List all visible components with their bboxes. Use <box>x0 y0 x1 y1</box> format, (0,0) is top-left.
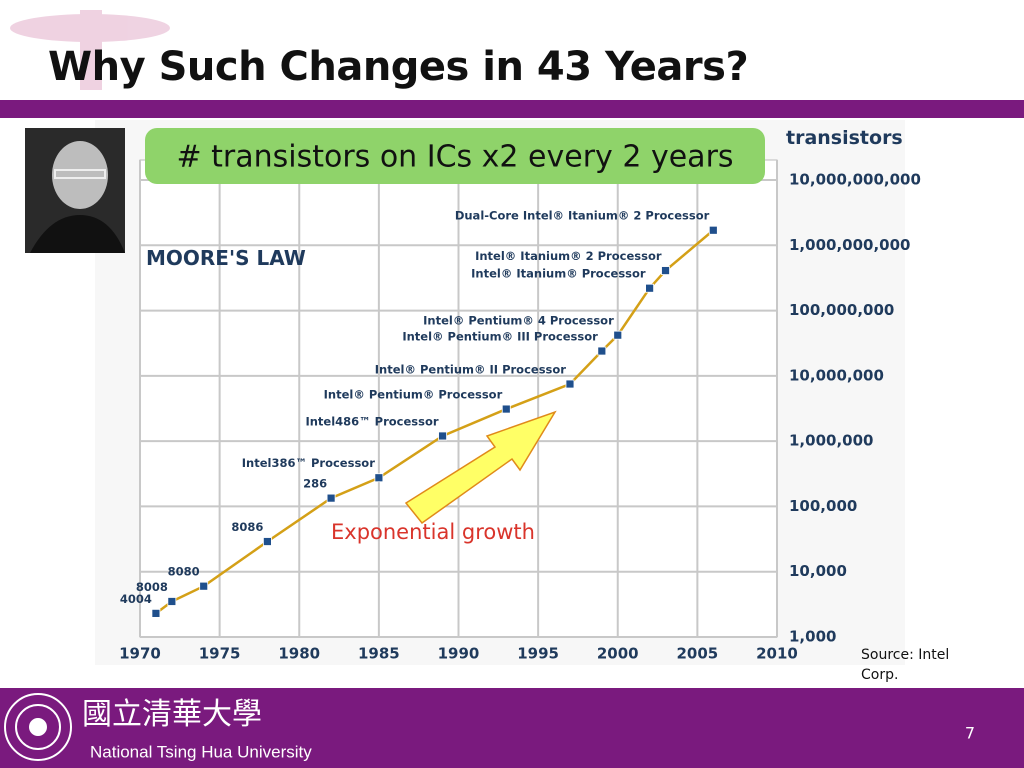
data-point <box>199 581 209 591</box>
data-point <box>167 597 177 606</box>
y-axis-label: transistors <box>786 127 903 149</box>
university-name-zh: 國立清華大學 <box>82 697 262 732</box>
y-tick-label: 100,000,000 <box>789 301 894 319</box>
data-point <box>438 431 447 441</box>
x-tick-label: 1990 <box>438 645 480 663</box>
y-tick-label: 100,000 <box>789 497 857 515</box>
point-label: 4004 <box>120 592 152 606</box>
trend-line <box>155 229 715 615</box>
callout-text: # transistors on ICs x2 every 2 years <box>176 140 733 175</box>
point-label: Intel® Itanium® 2 Processor <box>475 249 662 263</box>
point-label: Intel486™ Processor <box>305 414 438 428</box>
y-tick-label: 1,000,000,000 <box>789 236 910 254</box>
data-point <box>326 493 336 503</box>
point-label: Dual-Core Intel® Itanium® 2 Processor <box>455 209 710 223</box>
y-tick-label: 10,000 <box>789 562 847 580</box>
university-name-en: National Tsing Hua University <box>90 742 312 761</box>
source-note: Source: Intel Corp. <box>861 647 950 683</box>
point-label: 8086 <box>231 520 263 534</box>
data-point <box>645 283 654 293</box>
chart-title: MOORE'S LAW <box>146 246 306 270</box>
portrait <box>25 128 125 253</box>
data-point <box>661 266 670 275</box>
point-label: Intel® Itanium® Processor <box>471 267 646 281</box>
y-tick-label: 10,000,000,000 <box>789 171 921 189</box>
data-point <box>151 608 161 618</box>
x-tick-label: 2000 <box>597 645 639 663</box>
x-tick-label: 2005 <box>677 645 719 663</box>
data-point <box>374 473 384 483</box>
logo-watermark <box>10 10 170 90</box>
point-label: Intel® Pentium® II Processor <box>375 363 567 377</box>
footer-band <box>0 688 1024 768</box>
point-label: Intel® Pentium® Processor <box>324 388 503 402</box>
x-tick-label: 1970 <box>119 645 161 663</box>
point-label: 8008 <box>136 580 168 594</box>
data-point <box>708 225 718 235</box>
data-point <box>501 404 511 414</box>
university-seal <box>4 693 72 761</box>
x-tick-label: 2010 <box>756 645 798 663</box>
data-point <box>597 346 607 356</box>
x-tick-label: 1995 <box>517 645 559 663</box>
y-tick-label: 10,000,000 <box>789 366 884 384</box>
point-label: 286 <box>303 477 327 491</box>
data-point <box>565 379 575 389</box>
data-point <box>613 330 623 340</box>
point-label: Intel® Pentium® 4 Processor <box>423 314 614 328</box>
callout-box <box>145 128 765 184</box>
y-tick-label: 1,000,000 <box>789 432 873 450</box>
point-label: Intel® Pentium® III Processor <box>402 330 598 344</box>
y-tick-label: 1,000 <box>789 628 836 646</box>
point-label: Intel386™ Processor <box>242 456 375 470</box>
x-tick-label: 1975 <box>199 645 241 663</box>
header-band <box>0 100 1024 118</box>
x-tick-label: 1980 <box>278 645 320 663</box>
annotation: Exponential growth <box>331 520 535 544</box>
point-label: 8080 <box>168 565 200 579</box>
x-tick-label: 1985 <box>358 645 400 663</box>
data-point <box>262 537 272 546</box>
slide-title: Why Such Changes in 43 Years? <box>48 44 749 90</box>
growth-arrow <box>404 410 557 525</box>
page-number: 7 <box>965 724 975 743</box>
